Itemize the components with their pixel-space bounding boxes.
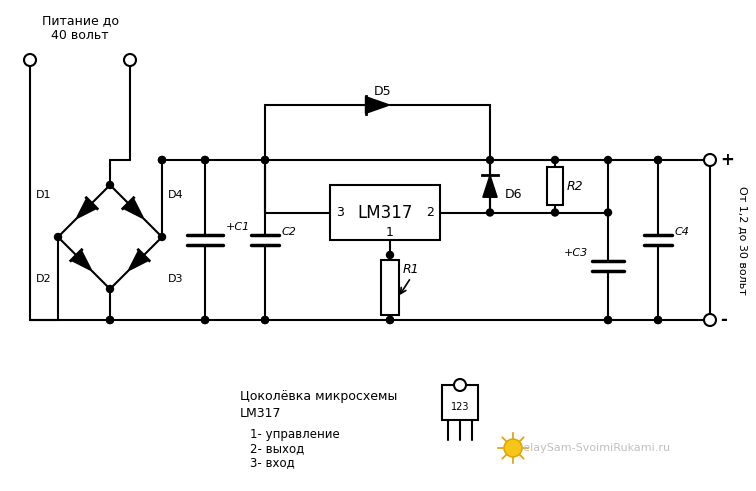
Bar [442, 385, 478, 420]
Circle shape [202, 317, 209, 324]
Circle shape [124, 54, 136, 66]
Circle shape [159, 234, 166, 241]
Polygon shape [71, 250, 91, 271]
Text: D6: D6 [505, 188, 522, 201]
Text: D5: D5 [373, 84, 392, 98]
Circle shape [386, 251, 394, 258]
Circle shape [54, 234, 61, 241]
Text: 2- выход: 2- выход [250, 442, 304, 455]
Text: R1: R1 [403, 263, 420, 276]
Text: Питание до
40 вольт: Питание до 40 вольт [42, 14, 119, 42]
Circle shape [605, 157, 612, 164]
Text: 3- вход: 3- вход [250, 456, 295, 469]
Circle shape [202, 317, 209, 324]
Text: +: + [720, 151, 734, 169]
Circle shape [551, 209, 559, 216]
Polygon shape [129, 250, 149, 271]
Text: 1- управление: 1- управление [250, 428, 339, 441]
Circle shape [107, 182, 113, 189]
Text: От 1,2 до 30 вольт: От 1,2 до 30 вольт [737, 186, 747, 295]
Circle shape [107, 317, 113, 324]
Text: C4: C4 [675, 227, 690, 237]
Text: +C3: +C3 [564, 248, 588, 258]
Circle shape [159, 157, 166, 164]
Circle shape [262, 157, 268, 164]
Text: LM317: LM317 [358, 203, 413, 221]
Circle shape [704, 314, 716, 326]
Text: D2: D2 [36, 274, 52, 284]
Text: C2: C2 [282, 227, 297, 237]
Text: D4: D4 [168, 190, 184, 200]
Polygon shape [365, 97, 389, 113]
Circle shape [202, 157, 209, 164]
Circle shape [655, 157, 662, 164]
Circle shape [551, 157, 559, 164]
Text: D1: D1 [36, 190, 51, 200]
Circle shape [655, 317, 662, 324]
Circle shape [487, 209, 494, 216]
Circle shape [504, 439, 522, 457]
Circle shape [107, 285, 113, 293]
Text: -: - [720, 311, 727, 329]
Circle shape [107, 317, 113, 324]
Bar [330, 185, 440, 240]
Text: D3: D3 [169, 274, 184, 284]
Text: 1: 1 [386, 225, 394, 239]
Circle shape [454, 379, 466, 391]
Circle shape [386, 317, 394, 324]
Circle shape [655, 157, 662, 164]
Circle shape [605, 317, 612, 324]
Bar [381, 260, 399, 315]
Circle shape [24, 54, 36, 66]
Polygon shape [123, 198, 144, 219]
Circle shape [704, 154, 716, 166]
Text: +C1: +C1 [226, 222, 250, 232]
Circle shape [487, 157, 494, 164]
Circle shape [262, 317, 268, 324]
Text: SdelaySam-SvoimiRukami.ru: SdelaySam-SvoimiRukami.ru [510, 443, 671, 453]
Text: Цоколёвка микросхемы
LM317: Цоколёвка микросхемы LM317 [240, 390, 398, 420]
Circle shape [262, 317, 268, 324]
Circle shape [159, 157, 166, 164]
Text: 123: 123 [451, 402, 469, 411]
Circle shape [386, 317, 394, 324]
Text: 3: 3 [336, 206, 344, 219]
Text: 2: 2 [426, 206, 434, 219]
Circle shape [605, 209, 612, 216]
Circle shape [655, 317, 662, 324]
Circle shape [605, 317, 612, 324]
Bar [547, 167, 563, 205]
Text: R2: R2 [567, 180, 584, 193]
Circle shape [262, 157, 268, 164]
Polygon shape [483, 175, 497, 197]
Circle shape [202, 157, 209, 164]
Polygon shape [76, 198, 97, 219]
